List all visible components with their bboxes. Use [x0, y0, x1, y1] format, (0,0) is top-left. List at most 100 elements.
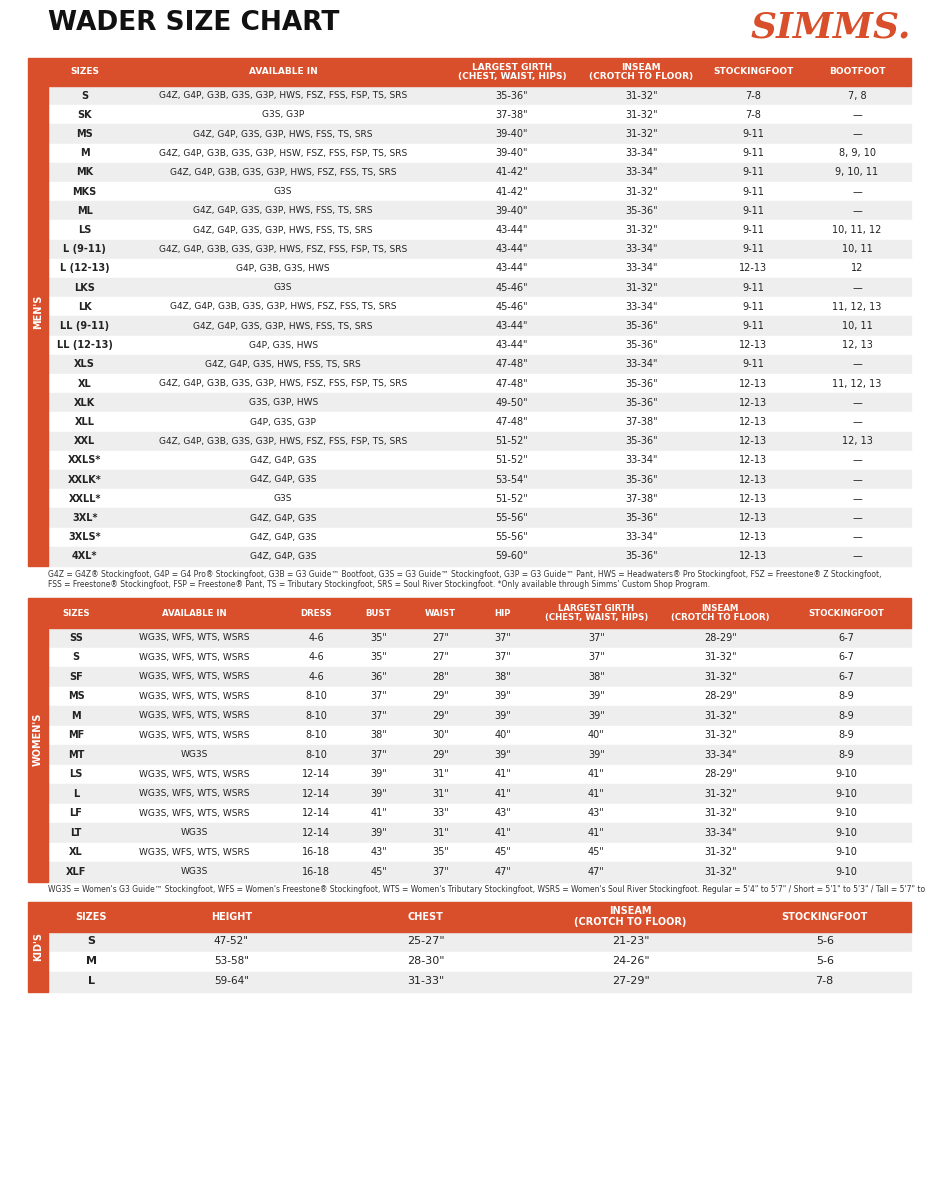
Bar	[48, 902, 910, 932]
Text: 8-9: 8-9	[837, 750, 853, 759]
Text: WG3S: WG3S	[181, 868, 208, 876]
Text: 12-13: 12-13	[739, 532, 767, 543]
Text: 4-6: 4-6	[308, 652, 324, 663]
Text: 35": 35"	[369, 633, 387, 643]
Text: 9-10: 9-10	[834, 769, 857, 779]
Text: —: —	[851, 187, 861, 196]
Text: 49-50": 49-50"	[495, 397, 528, 408]
Text: 31-32": 31-32"	[703, 652, 736, 663]
Text: 31-32": 31-32"	[703, 866, 736, 877]
Text: WG3S: WG3S	[181, 828, 208, 838]
Text: 8-10: 8-10	[305, 750, 327, 759]
Bar	[48, 527, 910, 546]
Text: 28-29": 28-29"	[703, 769, 736, 779]
Text: 31": 31"	[432, 769, 448, 779]
Bar	[48, 745, 910, 764]
Text: 10, 11, 12: 10, 11, 12	[831, 225, 881, 234]
Text: 47": 47"	[494, 866, 510, 877]
Text: LS: LS	[78, 225, 91, 234]
Text: S: S	[81, 90, 88, 101]
Text: AVAILABLE IN: AVAILABLE IN	[162, 608, 226, 618]
Bar	[48, 764, 910, 784]
Text: L (9-11): L (9-11)	[63, 244, 106, 255]
Text: XXLK*: XXLK*	[68, 475, 101, 484]
Text: 9-11: 9-11	[741, 244, 764, 255]
Text: 9-10: 9-10	[834, 828, 857, 838]
Text: 45": 45"	[494, 847, 510, 857]
Text: LF: LF	[70, 808, 83, 819]
Text: 31-32": 31-32"	[703, 808, 736, 819]
Text: —: —	[851, 513, 861, 522]
Text: 8-9: 8-9	[837, 731, 853, 740]
Text: 35-36": 35-36"	[625, 397, 657, 408]
Text: LARGEST GIRTH
(CHEST, WAIST, HIPS): LARGEST GIRTH (CHEST, WAIST, HIPS)	[544, 603, 648, 622]
Text: 39": 39"	[369, 828, 386, 838]
Bar	[48, 86, 910, 105]
Text: 41": 41"	[494, 789, 510, 798]
Text: 9-10: 9-10	[834, 866, 857, 877]
Text: 12-13: 12-13	[739, 551, 767, 562]
Text: L: L	[87, 977, 95, 987]
Text: 33-34": 33-34"	[625, 359, 657, 369]
Text: 12, 13: 12, 13	[841, 437, 871, 446]
Text: 47": 47"	[587, 866, 604, 877]
Bar	[28, 58, 48, 566]
Text: DRESS: DRESS	[301, 608, 332, 618]
Text: 27": 27"	[432, 652, 448, 663]
Bar	[48, 451, 910, 470]
Bar	[28, 902, 48, 991]
Bar	[48, 726, 910, 745]
Text: LL (12-13): LL (12-13)	[57, 340, 112, 350]
Text: MEN'S: MEN'S	[33, 295, 43, 330]
Text: 35-36": 35-36"	[625, 513, 657, 522]
Text: 43": 43"	[494, 808, 510, 819]
Text: 45": 45"	[587, 847, 604, 857]
Bar	[48, 803, 910, 823]
Text: 38": 38"	[587, 671, 604, 682]
Text: 4-6: 4-6	[308, 633, 324, 643]
Text: 37": 37"	[587, 652, 604, 663]
Text: 33-34": 33-34"	[625, 244, 657, 255]
Text: 12-14: 12-14	[302, 769, 330, 779]
Text: 7, 8: 7, 8	[847, 90, 866, 101]
Text: 5-6: 5-6	[815, 957, 832, 966]
Text: 37": 37"	[369, 710, 387, 721]
Text: 12: 12	[850, 263, 862, 274]
Text: 9-11: 9-11	[741, 149, 764, 158]
Text: 28-30": 28-30"	[406, 957, 444, 966]
Text: 37-38": 37-38"	[625, 416, 657, 427]
Text: 8, 9, 10: 8, 9, 10	[838, 149, 874, 158]
Text: 38": 38"	[494, 671, 510, 682]
Text: SIZES: SIZES	[71, 68, 99, 76]
Text: WG3S, WFS, WTS, WSRS: WG3S, WFS, WTS, WSRS	[139, 809, 250, 818]
Text: S: S	[87, 937, 95, 946]
Text: 59-60": 59-60"	[495, 551, 528, 562]
Text: —: —	[851, 475, 861, 484]
Text: WG3S, WFS, WTS, WSRS: WG3S, WFS, WTS, WSRS	[139, 712, 250, 720]
Text: SK: SK	[77, 109, 92, 120]
Text: G4Z, G4P, G3S: G4Z, G4P, G3S	[250, 552, 316, 560]
Text: 31": 31"	[432, 828, 448, 838]
Bar	[48, 220, 910, 239]
Text: INSEAM
(CROTCH TO FLOOR): INSEAM (CROTCH TO FLOOR)	[574, 906, 686, 927]
Text: WG3S, WFS, WTS, WSRS: WG3S, WFS, WTS, WSRS	[139, 633, 250, 643]
Text: 39": 39"	[587, 691, 604, 701]
Text: 16-18: 16-18	[303, 866, 330, 877]
Bar	[48, 932, 910, 952]
Text: 39": 39"	[494, 691, 510, 701]
Text: 37": 37"	[369, 750, 387, 759]
Text: 6-7: 6-7	[837, 671, 853, 682]
Text: 33-34": 33-34"	[625, 168, 657, 177]
Text: 7-8: 7-8	[815, 977, 833, 987]
Text: —: —	[851, 416, 861, 427]
Text: ML: ML	[77, 206, 93, 215]
Bar	[48, 163, 910, 182]
Text: 37": 37"	[587, 633, 604, 643]
Text: 6-7: 6-7	[837, 633, 853, 643]
Text: L: L	[72, 789, 79, 798]
Text: 28-29": 28-29"	[703, 633, 736, 643]
Text: 9-11: 9-11	[741, 225, 764, 234]
Text: G4Z, G4P, G3S: G4Z, G4P, G3S	[250, 514, 316, 522]
Text: 27": 27"	[432, 633, 448, 643]
Bar	[28, 599, 48, 882]
